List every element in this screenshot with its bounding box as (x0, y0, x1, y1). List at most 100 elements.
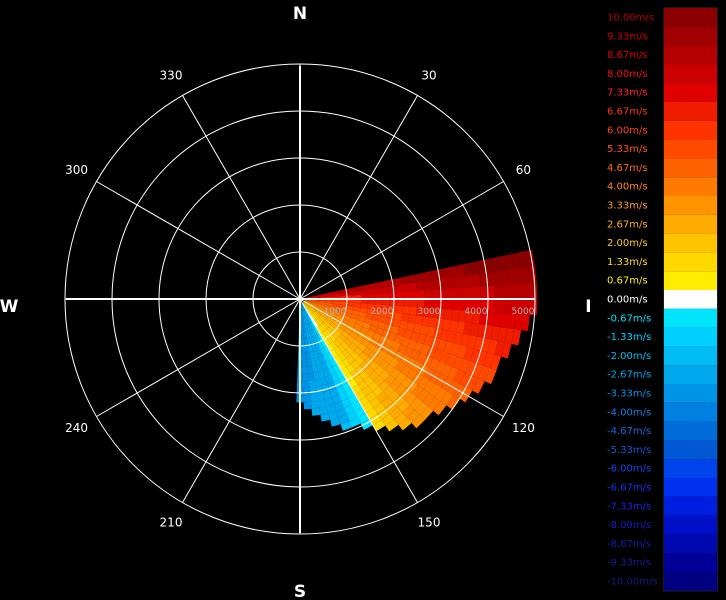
velocity-cell (314, 310, 321, 316)
velocity-cell (411, 384, 424, 398)
azimuth-label: 210 (160, 515, 183, 529)
velocity-cell (445, 288, 453, 299)
velocity-cell (435, 268, 445, 280)
velocity-cell (360, 303, 368, 309)
velocity-cell (382, 299, 390, 306)
velocity-cell (326, 326, 334, 334)
velocity-cell (476, 324, 487, 339)
velocity-cell (349, 317, 358, 324)
velocity-cell (301, 303, 306, 310)
velocity-cell (423, 379, 436, 393)
velocity-cell (337, 361, 346, 371)
velocity-cell (325, 360, 333, 369)
velocity-cell (465, 274, 474, 288)
legend-swatch (664, 271, 717, 290)
velocity-cell (366, 329, 376, 338)
velocity-cell (501, 284, 510, 299)
velocity-cell (389, 299, 397, 306)
velocity-cell (359, 307, 368, 314)
velocity-cell (400, 336, 411, 347)
velocity-cell (325, 375, 334, 384)
velocity-cell (374, 287, 383, 294)
velocity-cell (328, 324, 337, 332)
velocity-cell (355, 319, 365, 327)
velocity-cell (412, 372, 424, 385)
velocity-cell (437, 278, 446, 290)
velocity-cell (315, 318, 323, 325)
velocity-cell (518, 251, 529, 268)
velocity-cell (375, 327, 384, 336)
velocity-cell (428, 358, 440, 371)
velocity-cell (420, 344, 431, 356)
legend-swatch (664, 402, 717, 422)
velocity-cell (323, 337, 331, 346)
velocity-cell (383, 385, 395, 397)
legend-label: 2.67m/s (607, 219, 648, 230)
velocity-cell (330, 322, 339, 330)
velocity-cell (302, 324, 306, 332)
velocity-cell (311, 407, 321, 416)
velocity-cell (349, 331, 358, 340)
velocity-cell (438, 299, 446, 310)
legend-swatch (664, 308, 717, 328)
velocity-cell (344, 311, 352, 318)
velocity-cell (379, 369, 391, 381)
velocity-cell (311, 343, 317, 352)
velocity-cell (452, 299, 460, 311)
velocity-cell (451, 309, 460, 322)
azimuth-label: 150 (418, 515, 441, 529)
velocity-cell (433, 401, 447, 416)
velocity-cell (359, 351, 369, 362)
velocity-cell (326, 336, 334, 344)
velocity-cell (414, 273, 424, 283)
velocity-cell (326, 351, 335, 361)
velocity-cell (463, 262, 473, 276)
velocity-cell (318, 324, 325, 333)
velocity-cell (338, 333, 347, 342)
velocity-cell (501, 299, 510, 314)
velocity-cell (345, 305, 354, 311)
velocity-cell (338, 307, 346, 312)
velocity-cell (343, 338, 353, 347)
legend-swatch (664, 196, 717, 215)
velocity-cell (346, 410, 358, 422)
velocity-cell (353, 294, 362, 299)
velocity-cell (395, 284, 404, 293)
velocity-cell (333, 329, 342, 337)
velocity-cell (304, 299, 312, 303)
velocity-cell (373, 309, 382, 317)
velocity-cell (304, 345, 310, 353)
velocity-cell (306, 323, 311, 331)
legend-swatch (664, 534, 717, 554)
velocity-cell (395, 372, 407, 384)
velocity-cell (325, 302, 333, 306)
velocity-cell (394, 334, 404, 344)
velocity-cell (311, 312, 318, 320)
velocity-cell (466, 286, 474, 299)
velocity-cell (303, 387, 311, 396)
legend-label: 0.00m/s (607, 295, 648, 306)
azimuth-gridline (299, 298, 418, 503)
velocity-cell (458, 310, 467, 323)
velocity-cell (337, 344, 346, 353)
velocity-cell (478, 365, 490, 382)
velocity-cell (392, 395, 405, 408)
velocity-cell (417, 376, 430, 389)
legend-swatch (664, 346, 717, 366)
cardinal-west: W (0, 297, 19, 317)
velocity-cell (320, 347, 327, 356)
velocity-cell (359, 361, 370, 371)
velocity-cell (338, 352, 347, 362)
velocity-cell (346, 302, 354, 307)
velocity-cell (435, 318, 445, 330)
velocity-cell (403, 299, 411, 307)
velocity-cell (312, 336, 318, 344)
velocity-cell (317, 333, 324, 342)
velocity-cell (347, 320, 356, 328)
velocity-cell (431, 289, 439, 299)
velocity-cell (394, 412, 407, 425)
legend-swatch (664, 421, 717, 441)
velocity-cell (385, 402, 398, 414)
velocity-cell (373, 281, 382, 289)
velocity-cell (324, 328, 332, 337)
